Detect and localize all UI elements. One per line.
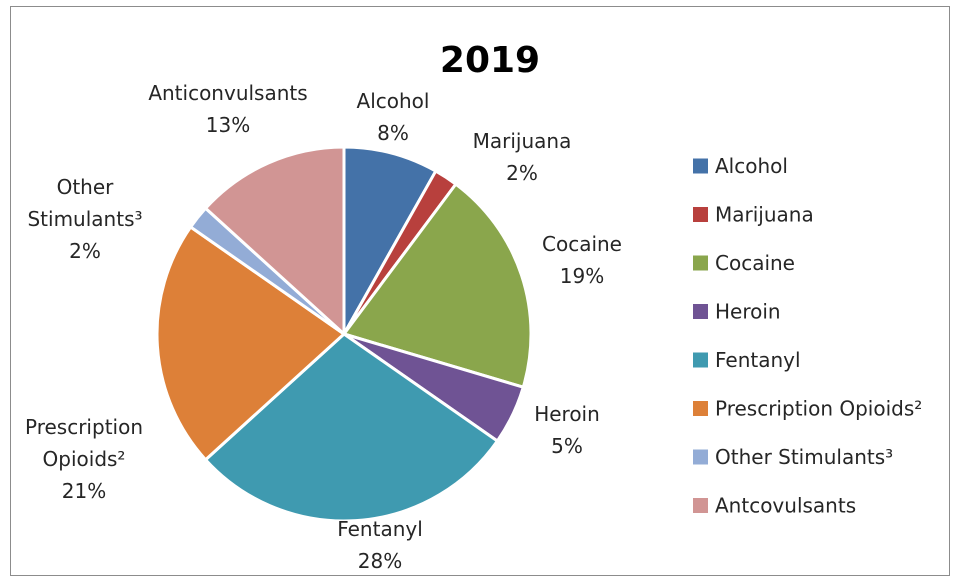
slice-labels: Alcohol 8% Marijuana 2% Cocaine 19% Heroin 5% Fe… — [25, 81, 622, 573]
legend-label-alcohol: Alcohol — [715, 154, 788, 178]
slice-label-line: Opioids² — [43, 447, 126, 471]
legend-swatch-cocaine — [693, 255, 708, 271]
pie-slice-prescription-opioids — [155, 225, 346, 462]
slice-label-cocaine: Cocaine 19% — [542, 232, 622, 288]
slice-label-line: Heroin — [534, 402, 600, 426]
legend-swatch-marijuana — [693, 207, 708, 222]
legend-label-fentanyl: Fentanyl — [715, 348, 801, 372]
slice-label-line: 2% — [506, 161, 538, 185]
slice-label-line: 28% — [358, 549, 402, 573]
legend-swatch-heroin — [693, 304, 708, 319]
legend-swatch-prescription-opioids — [693, 401, 708, 416]
slice-label-line: 5% — [551, 434, 583, 458]
slice-label-heroin: Heroin 5% — [534, 402, 600, 458]
slice-label-line: 19% — [560, 264, 604, 288]
pie-slice-cocaine — [342, 182, 533, 389]
legend-label-marijuana: Marijuana — [715, 203, 814, 227]
slice-label-line: 13% — [206, 113, 250, 137]
slice-label-line: Marijuana — [473, 129, 572, 153]
legend-label-other-stimulants: Other Stimulants³ — [715, 445, 893, 469]
slice-label-line: Alcohol — [357, 89, 430, 113]
pie-slice-alcohol — [342, 145, 438, 336]
legend-swatch-other-stimulants — [693, 449, 708, 465]
chart-title: 2019 — [440, 40, 540, 81]
slice-label-prescription-opioids: Prescription Opioids² 21% — [25, 415, 143, 503]
legend-swatch-fentanyl — [693, 352, 708, 368]
slice-label-line: Other — [57, 175, 115, 199]
slice-label-other-stimulants: Other Stimulants³ 2% — [27, 175, 142, 263]
legend-label-cocaine: Cocaine — [715, 251, 795, 275]
slice-label-line: Fentanyl — [337, 517, 423, 541]
slice-label-fentanyl: Fentanyl 28% — [337, 517, 423, 573]
legend-label-prescription-opioids: Prescription Opioids² — [715, 397, 922, 421]
slice-label-line: Anticonvulsants — [148, 81, 307, 105]
slice-label-anticonvulsants: Anticonvulsants 13% — [148, 81, 307, 137]
pie-slice-anticonvulsants — [204, 145, 346, 336]
pie-slice-fentanyl — [204, 332, 499, 523]
legend-label-anticonvulsants: Antcovulsants — [715, 494, 856, 518]
slice-label-alcohol: Alcohol 8% — [357, 89, 430, 145]
legend-swatch-anticonvulsants — [693, 498, 708, 513]
legend-swatch-alcohol — [693, 158, 708, 174]
slice-label-line: 2% — [69, 239, 101, 263]
slice-label-marijuana: Marijuana 2% — [473, 129, 572, 185]
legend: Alcohol Marijuana Cocaine Heroin Fentanyl Pre… — [693, 154, 922, 518]
legend-label-heroin: Heroin — [715, 300, 781, 324]
slice-label-line: Prescription — [25, 415, 143, 439]
pie-slices — [155, 145, 533, 523]
slice-label-line: 8% — [377, 121, 409, 145]
slice-label-line: 21% — [62, 479, 106, 503]
slice-label-line: Stimulants³ — [27, 207, 142, 231]
slice-label-line: Cocaine — [542, 232, 622, 256]
